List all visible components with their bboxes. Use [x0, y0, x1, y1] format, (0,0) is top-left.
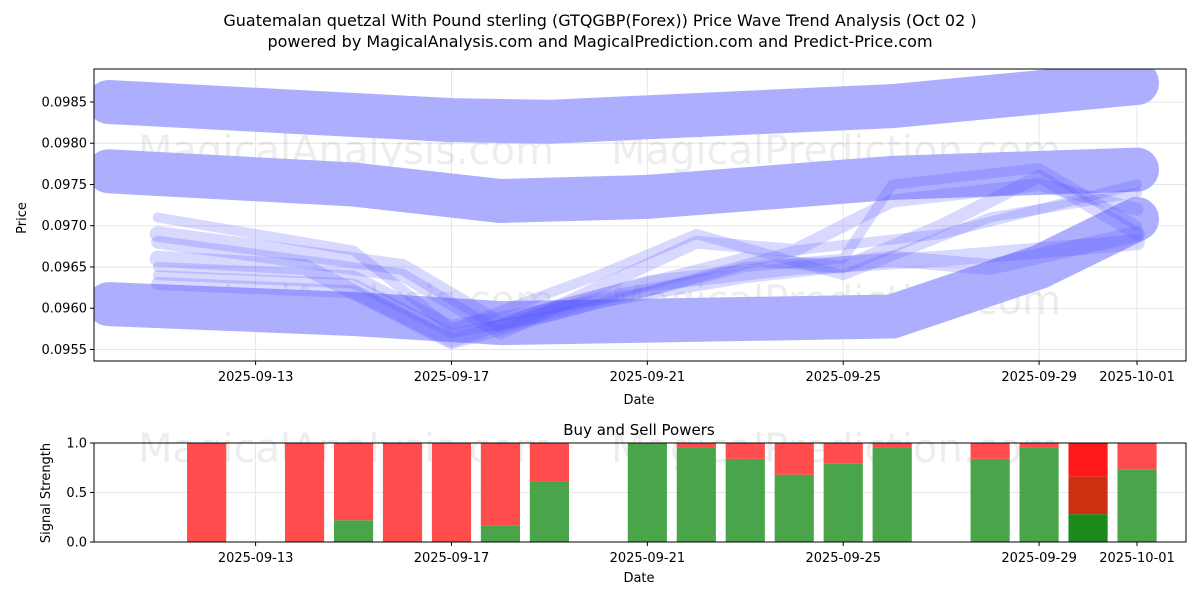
price-wave-line: [152, 163, 1142, 338]
top-y-tick-label: 0.0985: [42, 95, 88, 110]
top-x-tick-label: 2025-09-25: [805, 370, 881, 385]
price-wave-plot: MagicalAnalysis.com MagicalPrediction.com…: [42, 68, 1187, 385]
bottom-x-tick-label: 2025-09-29: [1001, 551, 1077, 566]
sell-power-bar: [529, 443, 569, 482]
buy-power-bar: [333, 520, 374, 542]
sell-power-bar: [872, 443, 912, 448]
price-wave-line: [152, 179, 1142, 330]
top-y-tick-label: 0.0980: [42, 137, 88, 152]
bottom-x-tick-label: 2025-10-01: [1099, 551, 1175, 566]
buy-power-bar: [725, 458, 765, 542]
buy-sell-power-plot: MagicalAnalysis.comMagicalPrediction.com…: [66, 426, 1187, 566]
top-plot-frame: [93, 68, 1187, 362]
sell-power-bar: [1019, 443, 1059, 448]
top-x-tick-label: 2025-10-01: [1099, 370, 1175, 385]
top-y-tick-label: 0.0955: [42, 343, 88, 358]
buy-power-bar: [627, 443, 667, 542]
sell-power-bar-overlap: [1068, 476, 1108, 515]
top-y-tick-label: 0.0975: [42, 178, 88, 193]
sell-power-bar: [382, 443, 423, 542]
sell-power-bar: [823, 443, 863, 464]
top-y-axis-label: Price: [15, 202, 30, 234]
sell-power-bar: [333, 443, 374, 521]
chart-title-line2: powered by MagicalAnalysis.com and Magic…: [267, 32, 932, 51]
bottom-y-tick-label: 1.0: [66, 437, 87, 452]
chart-title-line1: Guatemalan quetzal With Pound sterling (…: [223, 11, 976, 30]
top-x-axis-label: Date: [623, 393, 654, 408]
buy-power-bar: [529, 481, 569, 542]
top-x-tick-label: 2025-09-13: [218, 370, 294, 385]
buy-power-bar: [1019, 447, 1059, 542]
sell-power-bar: [1068, 443, 1108, 477]
sell-power-bar: [1117, 443, 1157, 470]
top-x-tick-label: 2025-09-29: [1001, 370, 1077, 385]
bottom-y-axis-label: Signal Strength: [39, 443, 54, 543]
top-y-tick-label: 0.0970: [42, 219, 88, 234]
top-plot-area: [94, 69, 1159, 350]
sell-power-bar: [970, 443, 1010, 459]
top-y-tick-label: 0.0965: [42, 260, 88, 275]
sell-power-bar: [725, 443, 765, 459]
buy-power-bar: [970, 458, 1010, 542]
bottom-y-tick-label: 0.0: [66, 536, 87, 551]
buy-power-bar: [676, 447, 716, 542]
sell-power-bar: [480, 443, 521, 526]
top-y-tick-label: 0.0960: [42, 302, 88, 317]
sell-power-bar: [187, 443, 227, 542]
price-wave-line: [149, 226, 1145, 333]
buy-power-bar: [1068, 514, 1108, 542]
sell-power-bar: [774, 443, 814, 475]
price-wave-line: [151, 178, 1144, 340]
top-x-tick-label: 2025-09-17: [414, 370, 490, 385]
bottom-x-tick-label: 2025-09-13: [218, 551, 294, 566]
sell-power-bar: [676, 443, 716, 448]
bottom-x-tick-label: 2025-09-25: [805, 551, 881, 566]
buy-power-bar: [480, 525, 521, 542]
buy-power-bar: [823, 463, 863, 542]
sell-power-bar: [284, 443, 325, 542]
buy-power-bar: [872, 447, 912, 542]
sell-power-bar: [431, 443, 472, 542]
price-wave-line: [152, 187, 1142, 334]
price-wave-line: [151, 169, 1144, 348]
top-x-tick-label: 2025-09-21: [610, 370, 686, 385]
buy-power-bar: [774, 474, 814, 542]
price-band-lower-band: [94, 197, 1159, 346]
price-band-middle-band: [94, 147, 1159, 223]
price-band-upper-band: [94, 69, 1159, 144]
price-wave-line: [149, 226, 1145, 350]
bottom-x-tick-label: 2025-09-21: [610, 551, 686, 566]
bottom-chart-title: Buy and Sell Powers: [563, 421, 715, 439]
bottom-y-tick-label: 0.5: [66, 486, 87, 501]
buy-power-bar: [1117, 469, 1157, 542]
bottom-x-tick-label: 2025-09-17: [414, 551, 490, 566]
bottom-x-axis-label: Date: [623, 571, 654, 586]
